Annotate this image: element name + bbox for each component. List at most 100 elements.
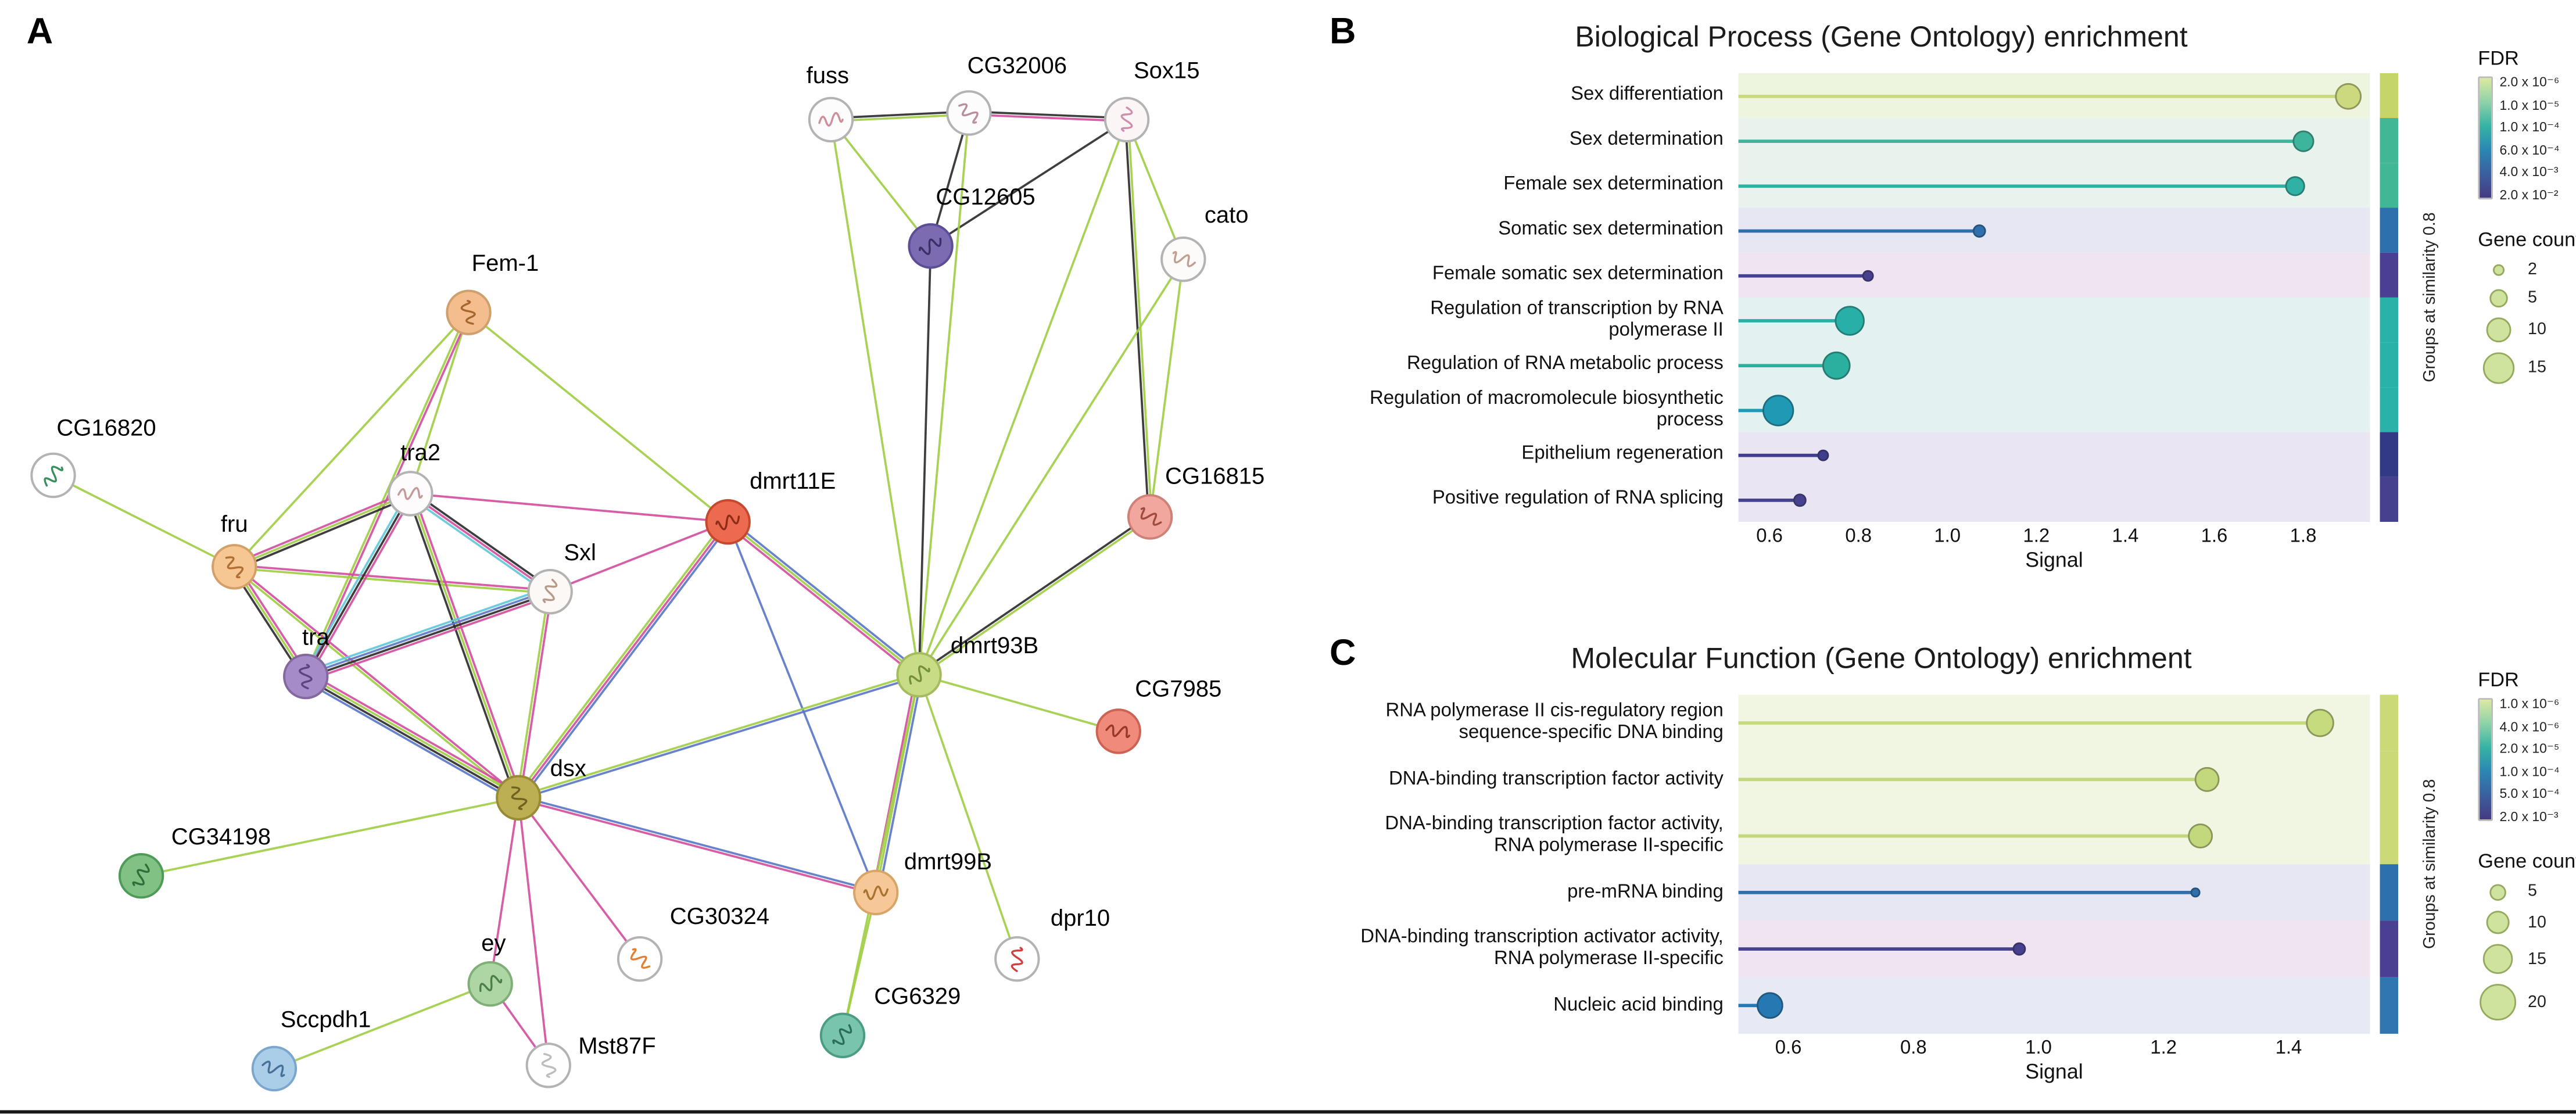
term-row: Sex determination [1339,118,2576,163]
signal-track [1738,252,2370,298]
term-label: Sex determination [1569,130,1724,150]
protein-node-circle [527,568,573,615]
gene-count-circle-box [2478,317,2518,343]
x-tick-label: 1.2 [2150,1038,2177,1059]
edge-dmrt99B-dsx [518,798,876,896]
protein-structure-icon [541,1052,557,1078]
mf-x-axis-label: Signal [2025,1060,2083,1084]
protein-structure-icon [397,487,423,500]
node-label: Sox15 [1134,58,1199,83]
edge-tra2-Sxl [411,490,553,590]
mf-groups-label: Groups at similarity 0.8 [2421,779,2440,950]
protein-structure-icon [225,556,244,579]
protein-node-circle [617,936,663,982]
protein-structure-icon [818,112,844,127]
edge-dmrt11E-dsx [515,519,727,797]
edge-fuss-dmrt93B [830,119,920,675]
protein-node-circle [853,869,899,916]
protein-node-circle [467,961,513,1007]
edge-dmrt93B-CG6329 [841,674,920,1036]
panel-c-label: C [1330,631,1356,674]
x-tick-label: 0.6 [1775,1038,1802,1059]
edge-dmrt11E-Sxl [549,521,729,593]
signal-track [1738,342,2370,388]
group-chip [2380,920,2398,977]
bp-groups-label: Groups at similarity 0.8 [2421,212,2440,383]
edge-dmrt93B-dpr10 [918,674,1019,959]
gene-count-circle-box [2478,289,2518,308]
protein-structure-icon [1172,250,1196,267]
edge-Sox15-CG16815 [1124,119,1150,517]
protein-node-circle [808,96,854,143]
lollipop-stem [1738,834,2201,838]
node-label: dmrt11E [750,468,836,494]
x-tick-label: 1.2 [2023,526,2050,547]
node-label: CG30324 [670,904,769,929]
edge-fru-tra2 [235,495,413,571]
protein-structure-icon [630,948,651,969]
protein-node-circle [1127,494,1173,540]
node-label: cato [1205,202,1249,228]
edge-fuss-CG12605 [830,119,932,247]
bp-legend: FDR 2.0 x 10⁻⁶ 1.0 x 10⁻⁵ 1.0 x 10⁻⁴ 6.0 x 1… [2478,46,2576,384]
edge-tra2-Sxl [410,492,551,593]
mf-legend: FDR 1.0 x 10⁻⁶ 4.0 x 10⁻⁶ 2.0 x 10⁻⁵ 1.0 x 1… [2478,668,2576,1021]
gene-count-legend-item: 15 [2478,944,2576,974]
protein-structure-icon [460,300,476,325]
mf-x-axis: 0.6 0.8 1.0 1.2 1.4 [1739,1034,2370,1061]
protein-node-circle [212,544,257,590]
gene-count-legend-item: 20 [2478,984,2576,1021]
edge-dmrt11E-dmrt93B [725,523,918,678]
signal-track [1738,163,2370,208]
edge-CG32006-CG12605 [929,112,970,246]
x-tick-label: 1.4 [2275,1038,2302,1059]
edge-dsx-ey [489,797,520,984]
signal-track [1738,864,2370,921]
signal-track [1738,432,2370,477]
edge-tra2-Sxl [408,495,549,595]
edge-Sxl-tra [304,589,550,676]
edge-tra-dsx [306,674,520,798]
term-label: Somatic sex determination [1498,219,1724,240]
protein-node-circle [994,936,1040,982]
gene-count-bubble [1861,269,1873,281]
node-CG12605: CG12605 [908,184,1036,269]
group-chip [2380,73,2398,119]
protein-structure-icon [863,886,889,900]
gene-count-bubble [2195,766,2220,792]
protein-structure-icon [1105,724,1131,739]
edge-CG16820-fru [52,474,235,568]
group-chip [2380,163,2398,208]
node-label: CG12605 [936,184,1035,210]
edge-tra-dsx [303,679,517,803]
fdr-gradient-bar [2478,698,2493,821]
protein-node-circle [908,223,954,269]
protein-structure-icon [1120,106,1133,132]
term-row: Regulation of RNA metabolic process [1339,342,2576,388]
term-row: Positive regulation of RNA splicing [1339,477,2576,522]
x-tick-label: 0.8 [1845,526,1872,547]
protein-node-circle [496,775,542,821]
lollipop-stem [1738,363,1836,367]
protein-node-circle [705,499,751,545]
node-dmrt11E: dmrt11E [705,468,836,545]
node-label: ey [481,930,506,956]
fdr-legend: 1.0 x 10⁻⁶ 4.0 x 10⁻⁶ 2.0 x 10⁻⁵ 1.0 x 10⁻⁴… [2478,697,2576,824]
protein-structure-icon [511,786,528,810]
protein-structure-icon [44,465,64,487]
protein-node-circle [1095,708,1141,754]
edge-CG16815-dmrt93B [918,514,1150,675]
term-row: DNA-binding transcription activator acti… [1339,920,2576,977]
gene-count-circle-box [2478,944,2518,974]
edge-cato-CG16815 [1149,259,1185,517]
signal-track [1738,751,2370,808]
x-tick-label: 1.0 [2025,1038,2052,1059]
node-fru: fru [212,511,257,590]
edge-dsx-CG34198 [141,796,519,877]
edge-CG32006-Sox15 [969,113,1127,123]
protein-node-circle [118,853,164,899]
edge-CG32006-Sox15 [969,110,1127,120]
edge-dmrt11E-dmrt93B [729,518,922,674]
signal-track [1738,694,2370,751]
group-chip [2380,342,2398,388]
